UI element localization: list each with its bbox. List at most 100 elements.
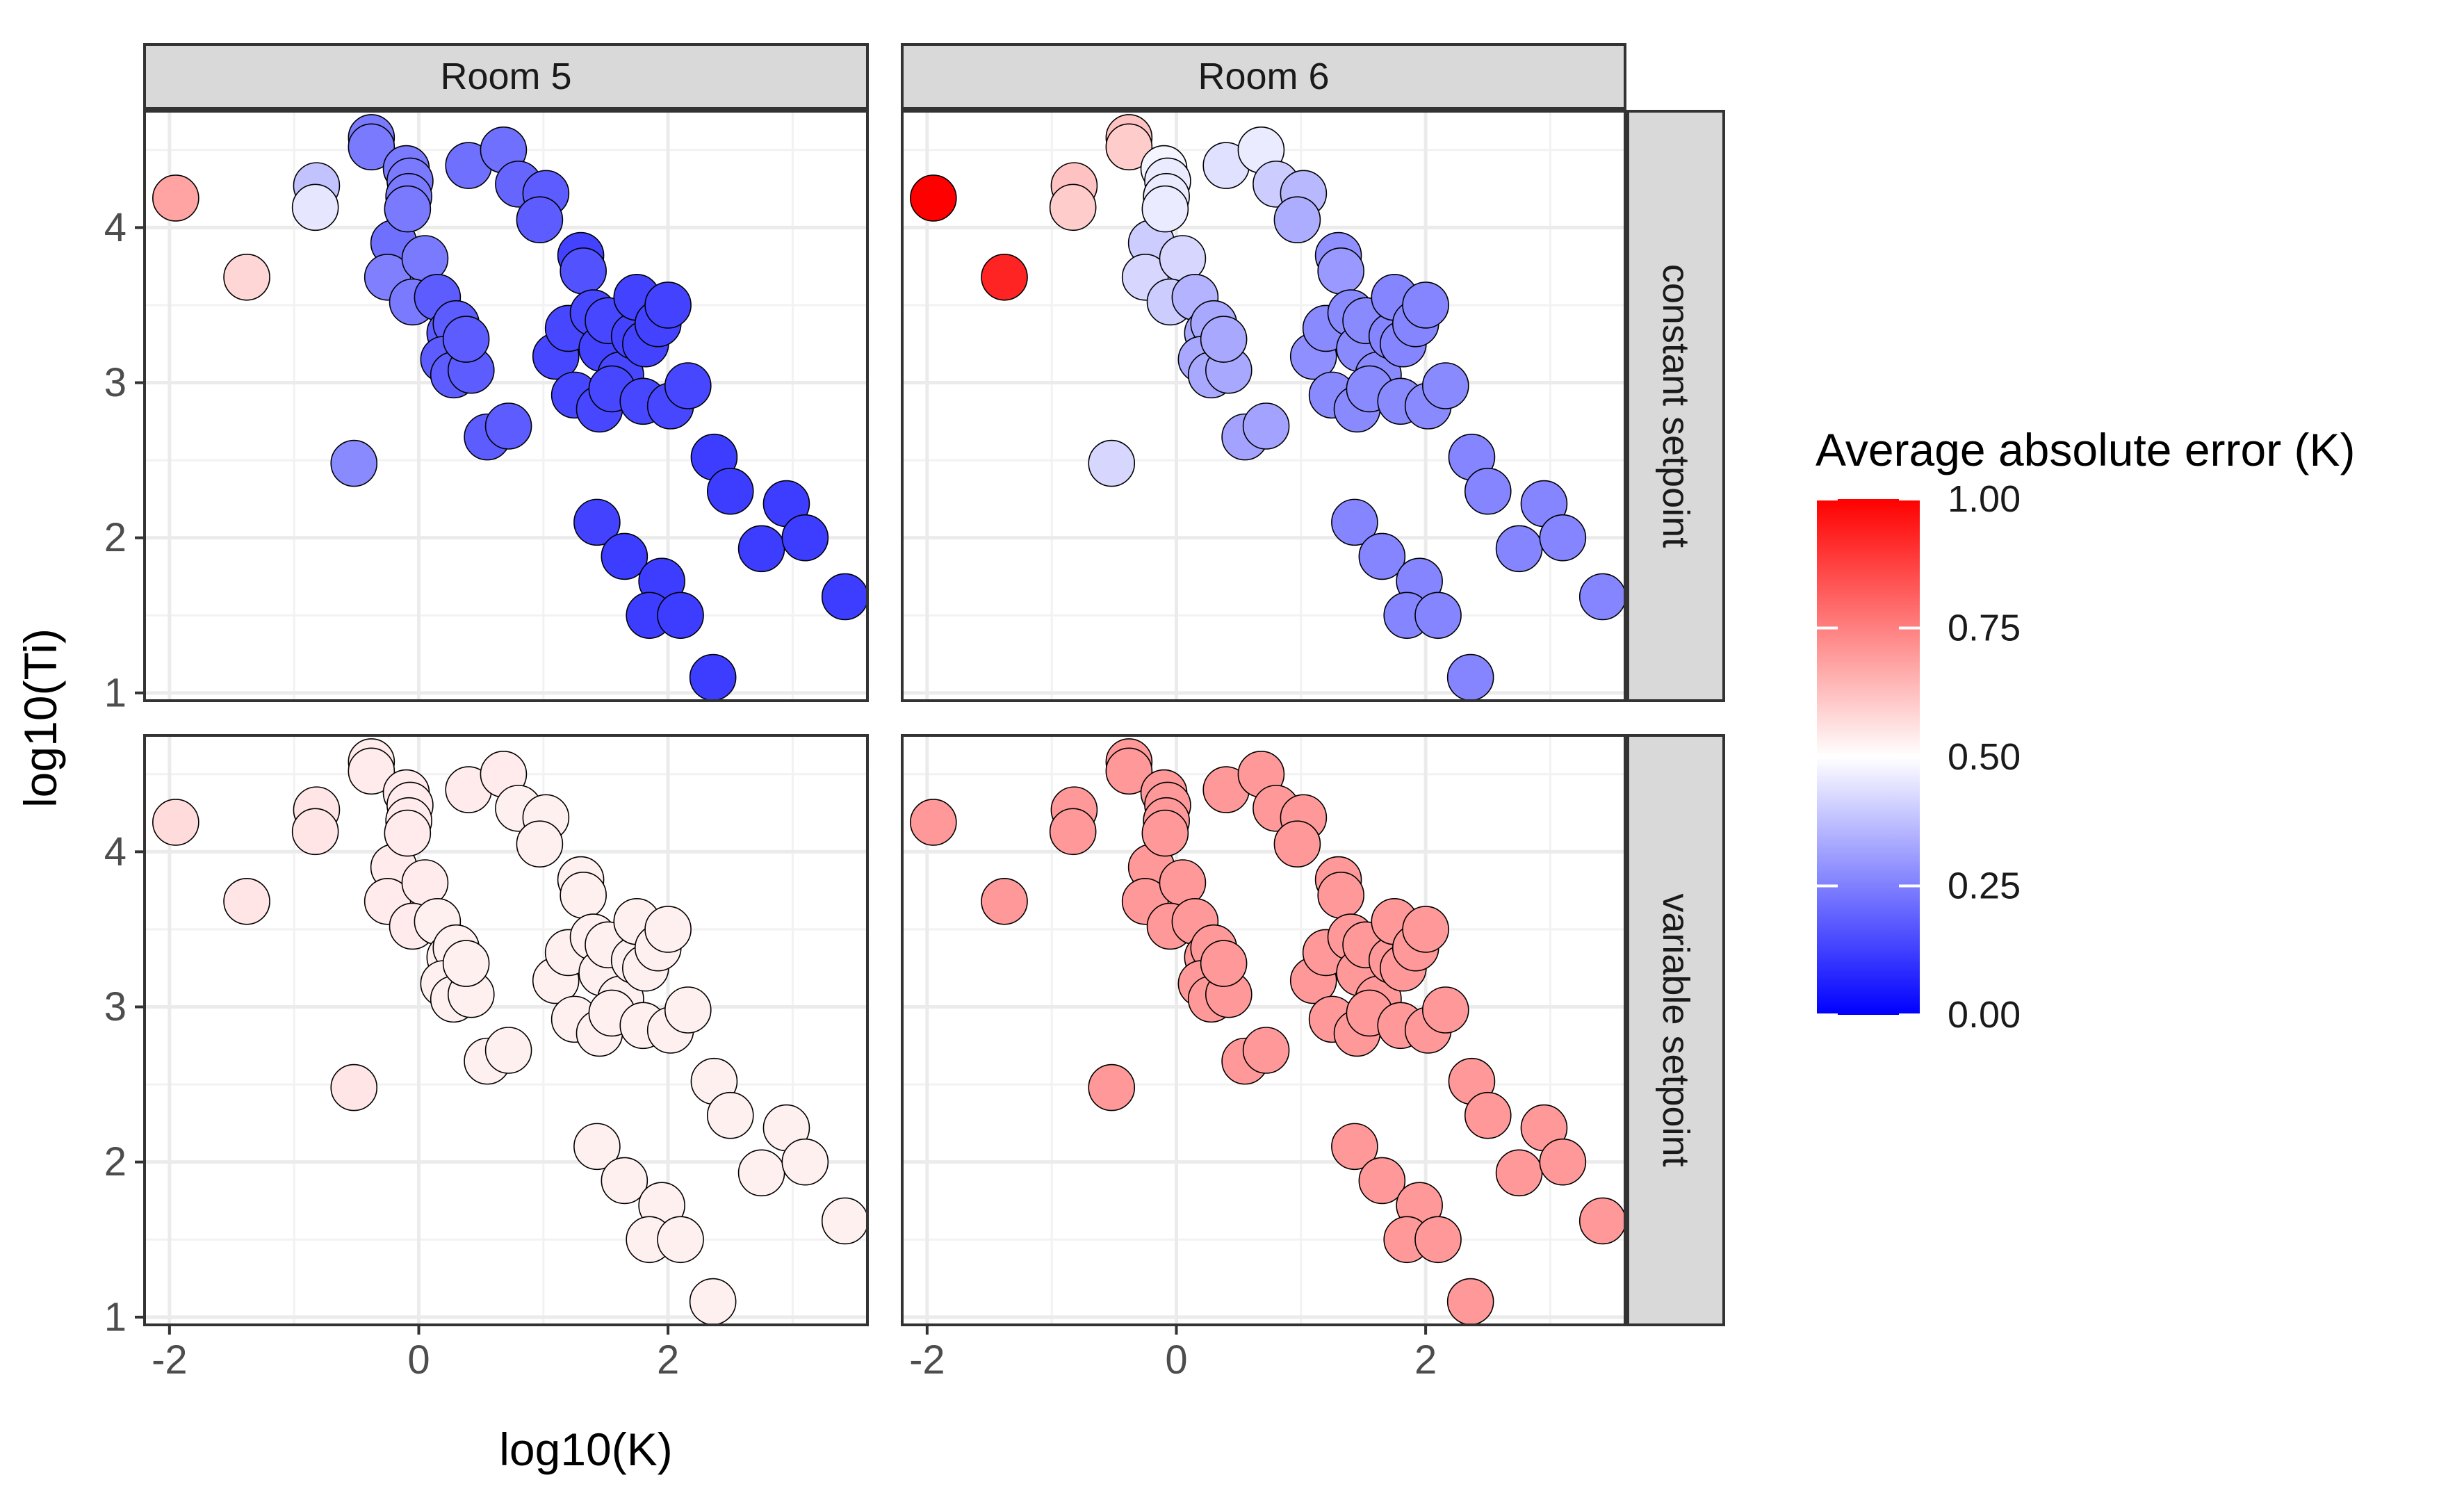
strip-label: Room 5 — [440, 56, 571, 97]
data-point — [1446, 653, 1494, 701]
data-point — [657, 592, 704, 639]
panels-layer — [143, 110, 1626, 1326]
x-tick-label: 0 — [407, 1337, 430, 1383]
strip-constant-setpoint: constant setpoint — [1626, 110, 1725, 702]
data-point — [442, 316, 490, 363]
y-tick-label: 4 — [104, 829, 127, 874]
data-point — [1358, 1157, 1406, 1205]
data-point — [1141, 809, 1189, 857]
data-point — [664, 986, 712, 1034]
data-point — [737, 1149, 785, 1197]
data-point — [516, 820, 564, 868]
data-point — [560, 247, 607, 295]
strip-background — [1626, 734, 1725, 1326]
panel-border — [143, 734, 869, 1326]
panel-room-5-variable — [143, 734, 869, 1326]
data-point — [484, 402, 532, 450]
data-point — [1317, 872, 1364, 919]
data-point — [1495, 1149, 1543, 1197]
panel-room-6-constant — [901, 110, 1626, 702]
data-point — [601, 532, 648, 580]
data-point — [706, 1091, 754, 1139]
y-tick-label: 4 — [104, 205, 127, 250]
strip-room-5: Room 5 — [143, 43, 869, 110]
data-point — [1578, 573, 1626, 621]
data-point — [223, 253, 270, 301]
data-point — [910, 174, 957, 222]
data-point — [1105, 123, 1153, 171]
data-point — [1421, 986, 1469, 1034]
data-point — [689, 1278, 737, 1326]
legend-title: Average absolute error (K) — [1816, 424, 2356, 475]
data-point — [1273, 196, 1321, 244]
data-point — [1242, 402, 1290, 450]
strip-room-6: Room 6 — [901, 43, 1626, 110]
data-point — [1464, 1091, 1512, 1139]
data-point — [821, 1197, 869, 1245]
x-tick-label: 0 — [1165, 1337, 1187, 1383]
data-point — [644, 282, 692, 329]
strip-background — [1626, 110, 1725, 702]
data-point — [1578, 1197, 1626, 1245]
strip-variable-setpoint: variable setpoint — [1626, 734, 1725, 1326]
data-point — [1242, 1027, 1290, 1074]
data-point — [1464, 467, 1512, 515]
x-tick-label: -2 — [909, 1337, 945, 1383]
x-tick-label: 2 — [1414, 1337, 1437, 1383]
data-point — [573, 1123, 621, 1171]
panel-room-6-variable — [901, 734, 1626, 1326]
data-point — [821, 573, 869, 621]
data-point — [573, 498, 621, 546]
data-point — [1200, 316, 1248, 363]
data-point — [1317, 247, 1364, 295]
data-point — [152, 799, 199, 846]
x-axis-title: log10(K) — [499, 1424, 672, 1475]
data-point — [348, 747, 395, 795]
y-tick-label: 2 — [104, 1139, 127, 1184]
data-point — [330, 1064, 378, 1111]
data-point — [1141, 185, 1189, 233]
data-point — [1402, 282, 1449, 329]
legend: Average absolute error (K) 0.00 0.25 0.50 0.… — [1816, 424, 2356, 1036]
y-tick-label: 2 — [104, 515, 127, 560]
panel-border — [901, 734, 1626, 1326]
legend-tick-label: 0.75 — [1948, 608, 2021, 649]
data-point — [981, 877, 1028, 925]
axes-layer: Room 5 Room 6 constant setpoint variable se… — [15, 43, 1725, 1475]
strip-label: Room 6 — [1198, 56, 1329, 97]
y-tick-label: 3 — [104, 984, 127, 1029]
data-point — [1049, 808, 1097, 856]
data-point — [644, 906, 692, 953]
data-point — [664, 362, 712, 409]
data-point — [601, 1157, 648, 1205]
data-point — [442, 940, 490, 987]
x-tick-label: 2 — [657, 1337, 679, 1383]
data-point — [223, 877, 270, 925]
data-point — [348, 123, 395, 171]
data-point — [384, 809, 432, 857]
data-point — [657, 1216, 704, 1264]
panel-border — [143, 110, 869, 702]
y-tick-label: 1 — [104, 1294, 127, 1339]
data-point — [1414, 592, 1462, 639]
data-point — [689, 653, 737, 701]
data-point — [1088, 439, 1136, 487]
data-point — [330, 439, 378, 487]
panel-border — [901, 110, 1626, 702]
data-point — [737, 525, 785, 573]
strip-label: variable setpoint — [1655, 893, 1697, 1166]
y-tick-label: 3 — [104, 360, 127, 405]
data-point — [152, 174, 199, 222]
data-point — [1358, 532, 1406, 580]
data-point — [910, 799, 957, 846]
data-point — [291, 184, 339, 231]
data-point — [484, 1027, 532, 1074]
y-tick-label: 1 — [104, 670, 127, 715]
data-point — [560, 872, 607, 919]
data-point — [781, 514, 829, 562]
strip-label: constant setpoint — [1655, 264, 1697, 548]
data-point — [1414, 1216, 1462, 1264]
strip-background — [143, 43, 869, 110]
data-point — [516, 196, 564, 244]
